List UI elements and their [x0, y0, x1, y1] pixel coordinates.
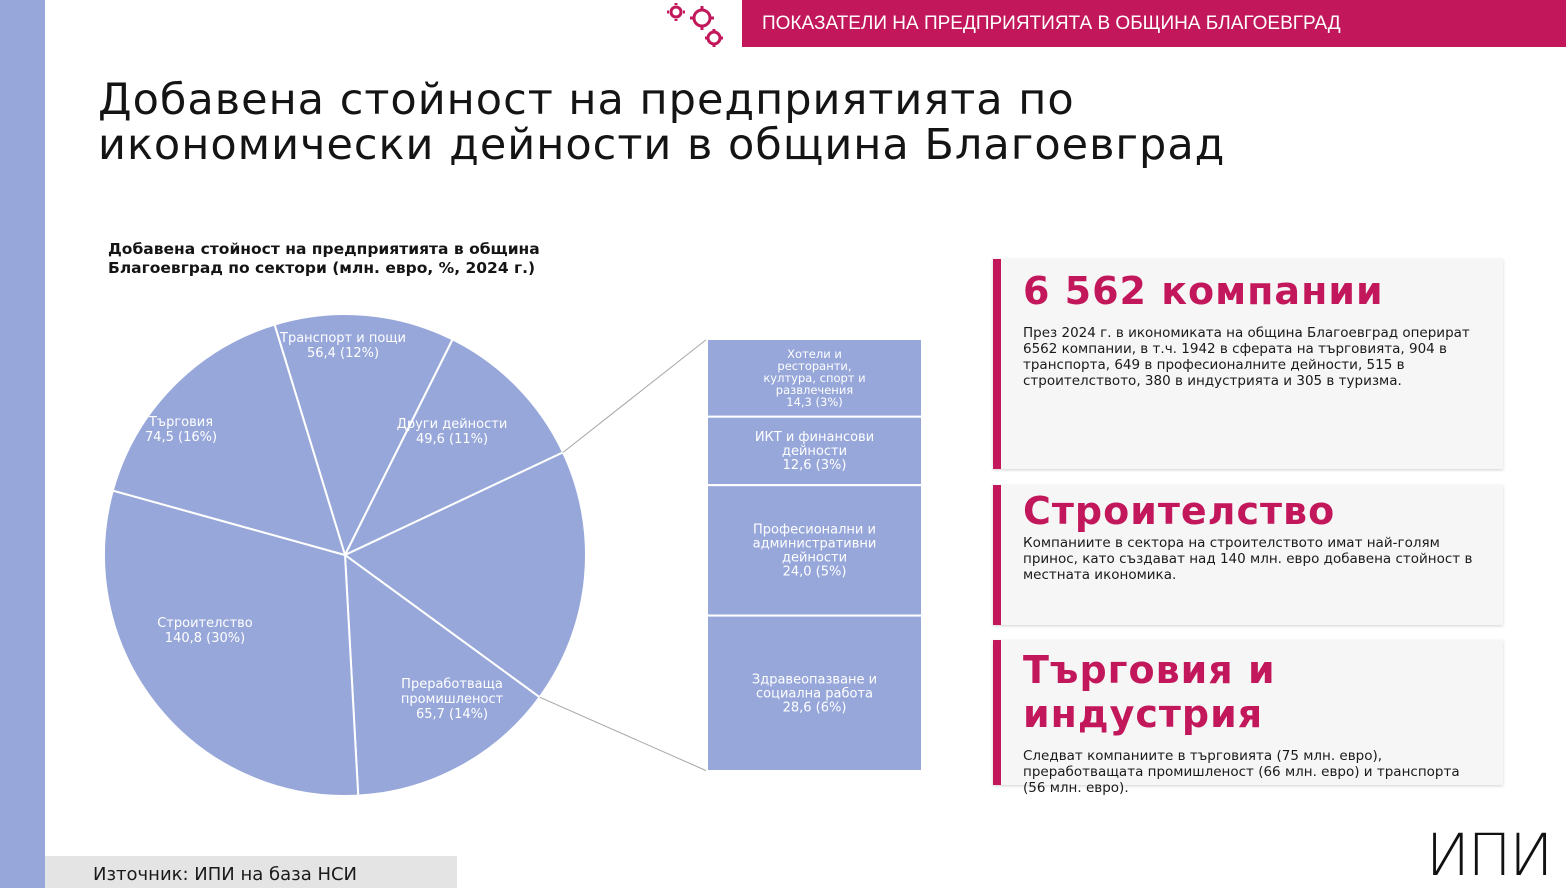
left-accent-bar: [0, 0, 45, 888]
label-manufacturing: Преработваща промишленост 65,7 (14%): [401, 677, 504, 722]
card-companies-text: През 2024 г. в икономиката на община Бла…: [1023, 325, 1470, 389]
connector-line-top: [562, 338, 708, 453]
connector-line-bottom: [539, 696, 708, 772]
page-title-line1: Добавена стойност на предприятията по: [98, 75, 1075, 125]
card-companies: 6 562 компании През 2024 г. в икономикат…: [993, 259, 1503, 469]
page-title: Добавена стойност на предприятията по ик…: [98, 78, 1398, 168]
card-construction-text: Компаниите в сектора на строителството и…: [1023, 535, 1473, 583]
bar-ict-label: ИКТ и финансови дейности 12,6 (3%): [755, 430, 874, 473]
bar-professional-label: Професионални и административни дейности 24…: [753, 522, 877, 579]
chart-title: Добавена стойност на предприятията в общ…: [108, 240, 728, 278]
slice-trade: [111, 323, 347, 557]
gears-icon: [667, 3, 723, 47]
card-trade-industry: Търговия и индустрия Следват компаниите …: [993, 640, 1503, 796]
source-note: Източник: ИПИ на база НСИ: [45, 856, 457, 888]
label-trade: Търговия 74,5 (16%): [145, 415, 217, 445]
slice-other-activities: [342, 338, 565, 558]
card-construction-heading: Строителство: [1023, 489, 1336, 533]
bar-health: [706, 614, 923, 772]
card-construction: Строителство Компаниите в сектора на стр…: [993, 485, 1503, 625]
ipi-logo: ИПИ: [1426, 821, 1553, 889]
slice-construction: [103, 489, 360, 797]
bar-hotels: [706, 338, 923, 418]
card-trade-industry-heading: Търговия и индустрия: [1023, 648, 1276, 736]
pie-of-bar-chart: Транспорт и пощи 56,4 (12%) Други дейности…: [103, 313, 923, 797]
label-construction: Строителство 140,8 (30%): [157, 616, 253, 646]
chart-title-line2: Благоевград по сектори (млн. евро, %, 20…: [108, 259, 536, 277]
slice-other-aggregate: [343, 451, 587, 699]
card-trade-industry-text: Следват компаниите в търговията (75 млн.…: [1023, 748, 1460, 796]
section-banner: ПОКАЗАТЕЛИ НА ПРЕДПРИЯТИЯТА В ОБЩИНА БЛА…: [742, 0, 1566, 47]
bar-hotels-label: Хотели и ресторанти, култура, спорт и развл…: [763, 347, 865, 409]
slice-transport: [273, 313, 454, 558]
page-title-line2: икономически дейности в община Благоевгр…: [98, 120, 1226, 170]
chart-title-line1: Добавена стойност на предприятията в общ…: [108, 240, 540, 258]
bar-professional: [706, 484, 923, 617]
slice-manufacturing: [343, 552, 541, 797]
bar-health-label: Здравеопазване и социална работа 28,6 (6%): [752, 672, 877, 715]
label-other-activities: Други дейности 49,6 (11%): [397, 417, 508, 447]
label-transport: Транспорт и пощи 56,4 (12%): [279, 331, 406, 361]
card-companies-heading: 6 562 компании: [1023, 269, 1384, 313]
